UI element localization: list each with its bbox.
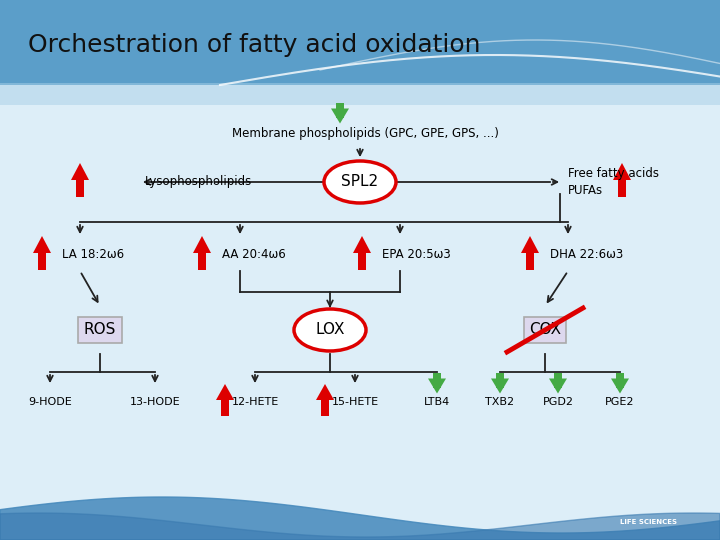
Bar xyxy=(433,373,441,388)
Text: ROS: ROS xyxy=(84,322,116,338)
Bar xyxy=(358,253,366,270)
Bar xyxy=(321,400,329,416)
Text: LOX: LOX xyxy=(315,322,345,338)
Polygon shape xyxy=(521,236,539,253)
Bar xyxy=(616,373,624,388)
Polygon shape xyxy=(331,109,349,124)
Text: 15-HETE: 15-HETE xyxy=(331,397,379,407)
Text: Membrane phospholipids (GPC, GPE, GPS, ...): Membrane phospholipids (GPC, GPE, GPS, .… xyxy=(232,126,498,139)
Text: Free fatty acids
PUFAs: Free fatty acids PUFAs xyxy=(568,167,659,197)
Text: EPA 20:5ω3: EPA 20:5ω3 xyxy=(382,248,451,261)
Text: 12-HETE: 12-HETE xyxy=(231,397,279,407)
Text: Orchestration of fatty acid oxidation: Orchestration of fatty acid oxidation xyxy=(28,33,480,57)
Text: LA 18:2ω6: LA 18:2ω6 xyxy=(62,248,124,261)
Text: DHA 22:6ω3: DHA 22:6ω3 xyxy=(550,248,624,261)
Polygon shape xyxy=(316,384,334,400)
Polygon shape xyxy=(33,236,51,253)
Bar xyxy=(221,400,229,416)
Text: 9-HODE: 9-HODE xyxy=(28,397,72,407)
Polygon shape xyxy=(193,236,211,253)
Text: LTB4: LTB4 xyxy=(424,397,450,407)
Text: PGD2: PGD2 xyxy=(542,397,574,407)
Text: COX: COX xyxy=(529,322,561,338)
Text: TXB2: TXB2 xyxy=(485,397,515,407)
Ellipse shape xyxy=(294,309,366,351)
Polygon shape xyxy=(611,379,629,394)
Text: LIFE SCIENCES: LIFE SCIENCES xyxy=(619,519,677,525)
Bar xyxy=(0,83,720,105)
Bar xyxy=(0,0,720,85)
Bar xyxy=(336,103,344,118)
Polygon shape xyxy=(428,379,446,394)
Text: 13-HODE: 13-HODE xyxy=(130,397,180,407)
Text: PGE2: PGE2 xyxy=(606,397,635,407)
Polygon shape xyxy=(71,163,89,180)
Bar xyxy=(554,373,562,388)
Polygon shape xyxy=(216,384,234,400)
Polygon shape xyxy=(353,236,371,253)
Polygon shape xyxy=(491,379,509,394)
Ellipse shape xyxy=(324,161,396,203)
Bar xyxy=(76,180,84,197)
Polygon shape xyxy=(549,379,567,394)
Text: Lysophospholipids: Lysophospholipids xyxy=(145,176,252,188)
Bar xyxy=(198,253,206,270)
Bar xyxy=(526,253,534,270)
Text: AA 20:4ω6: AA 20:4ω6 xyxy=(222,248,286,261)
Bar xyxy=(496,373,504,388)
Text: SPL2: SPL2 xyxy=(341,174,379,190)
Polygon shape xyxy=(613,163,631,180)
Bar xyxy=(38,253,46,270)
Bar xyxy=(618,180,626,197)
